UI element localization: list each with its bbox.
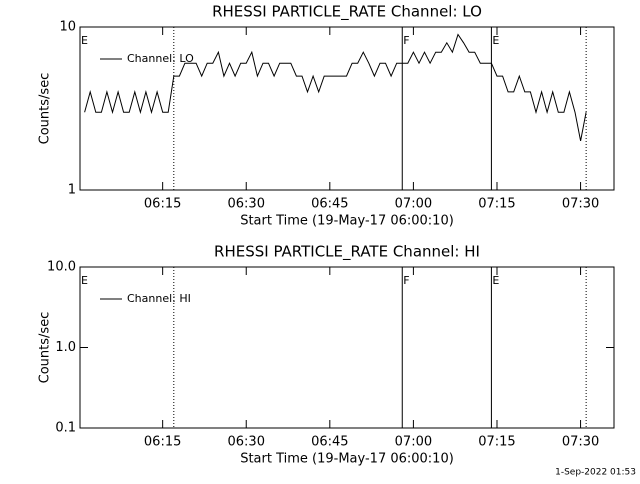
- x-axis-label: Start Time (19-May-17 06:00:10): [240, 452, 454, 467]
- data-line: [84, 33, 587, 141]
- x-tick-label: 06:45: [311, 197, 348, 212]
- y-axis-label: Counts/sec: [38, 73, 53, 145]
- legend-label: Channel: HI: [127, 292, 191, 305]
- x-tick-label: 07:00: [395, 197, 432, 212]
- footer: 1-Sep-2022 01:53: [555, 468, 636, 478]
- event-flag: F: [403, 34, 409, 47]
- event-flag: E: [81, 274, 88, 287]
- event-flag: E: [492, 274, 499, 287]
- x-tick-label: 06:30: [228, 197, 265, 212]
- x-tick-label: 06:15: [144, 435, 181, 450]
- legend-label: Channel: LO: [127, 52, 194, 65]
- chart-title: RHESSI PARTICLE_RATE Channel: HI: [214, 243, 480, 262]
- y-tick-label: 1.0: [55, 340, 76, 355]
- x-tick-label: 06:30: [228, 435, 265, 450]
- y-tick-label: 0.1: [55, 421, 76, 436]
- x-tick-label: 07:30: [562, 435, 599, 450]
- x-tick-label: 06:45: [311, 435, 348, 450]
- chart-title: RHESSI PARTICLE_RATE Channel: LO: [212, 3, 482, 22]
- y-tick-label: 10.0: [47, 260, 76, 275]
- event-flag: F: [403, 274, 409, 287]
- x-axis-label: Start Time (19-May-17 06:00:10): [240, 214, 454, 229]
- event-flag: E: [81, 34, 88, 47]
- y-axis-label: Counts/sec: [38, 312, 53, 384]
- x-tick-label: 07:15: [478, 435, 515, 450]
- plot-frame: [79, 26, 615, 191]
- y-tick-label: 1: [68, 183, 76, 198]
- x-tick-label: 06:15: [144, 197, 181, 212]
- x-tick-label: 07:15: [478, 197, 515, 212]
- x-tick-label: 07:00: [395, 435, 432, 450]
- y-tick-label: 10: [59, 20, 76, 35]
- x-tick-label: 07:30: [562, 197, 599, 212]
- event-flag: E: [492, 34, 499, 47]
